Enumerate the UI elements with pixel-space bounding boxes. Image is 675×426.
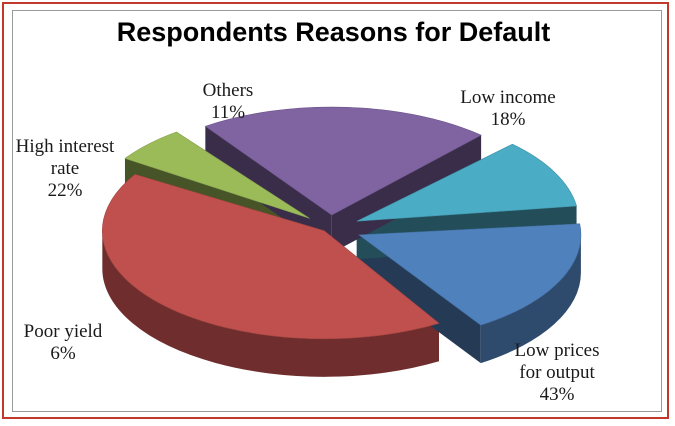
- slice-data-label: Others 11%: [203, 80, 254, 123]
- slice-data-label: Low prices for output 43%: [515, 340, 600, 405]
- pie-slice-poor-yield: [124, 131, 310, 219]
- slice-data-label: Poor yield 6%: [24, 321, 103, 364]
- pie-slice-low-income: [358, 223, 582, 326]
- pie-slice-others: [356, 143, 577, 222]
- slice-data-label: High interest rate 22%: [16, 136, 115, 201]
- chart-title: Respondents Reasons for Default: [116, 17, 551, 47]
- slice-side-wall: [358, 234, 481, 364]
- slice-side-wall: [331, 135, 482, 254]
- pie-slice-low-prices-for-output: [102, 174, 440, 340]
- slice-data-label: Low income 18%: [460, 87, 556, 130]
- slice-side-wall: [205, 126, 332, 254]
- slice-outer-wall: [480, 234, 581, 364]
- slice-outer-wall: [102, 230, 439, 377]
- pie-slice-high-interest-rate: [204, 106, 482, 216]
